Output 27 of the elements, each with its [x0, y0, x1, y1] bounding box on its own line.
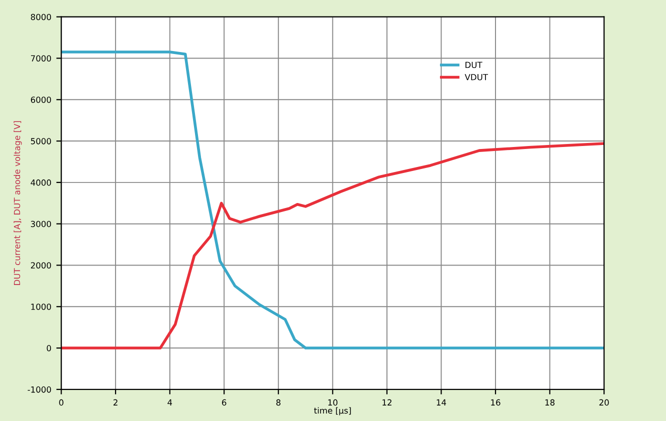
line-series — [61, 50, 604, 350]
x-tick-label: 10 — [328, 399, 338, 406]
x-tick-label: 18 — [545, 399, 555, 406]
x-tick-label: 6 — [222, 399, 226, 406]
y-tick-label: 2000 — [30, 262, 51, 269]
y-tick-label: 4000 — [30, 179, 51, 186]
y-tick-label: 5000 — [30, 138, 51, 144]
x-tick-label: 8 — [276, 399, 280, 406]
y-tick-label: 0 — [46, 345, 51, 352]
legend-label: DUT — [466, 62, 482, 68]
line-series — [61, 142, 604, 350]
y-axis-title: DUT current [A], DUT anode voltage [V] — [14, 121, 22, 285]
x-tick-label: 0 — [59, 399, 64, 406]
x-tick-label: 16 — [491, 399, 500, 406]
x-tick-label: 20 — [599, 399, 609, 406]
y-tick-label: 1000 — [31, 304, 51, 310]
x-tick-label: 2 — [114, 399, 118, 406]
legend-label: VDUT — [464, 74, 488, 80]
x-tick-label: 12 — [382, 399, 392, 406]
y-tick-label: 3000 — [30, 220, 51, 228]
x-axis-title: time [µs] — [314, 407, 351, 416]
x-tick-label: 14 — [436, 399, 446, 406]
y-tick-label: 8000 — [30, 14, 51, 20]
y-tick-label: -1000 — [28, 386, 51, 393]
y-tick-label: 6000 — [30, 96, 51, 103]
x-tick-label: 4 — [168, 399, 172, 406]
y-tick-label: 7000 — [31, 55, 51, 62]
